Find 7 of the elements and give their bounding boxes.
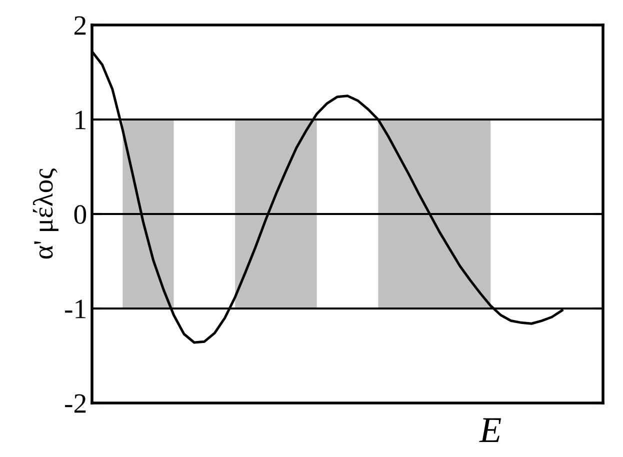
y-tick-label: -2 bbox=[65, 394, 86, 413]
y-axis-title: α' μέλος bbox=[32, 168, 58, 259]
y-tick-label: 0 bbox=[74, 205, 86, 224]
y-tick-label: 1 bbox=[76, 110, 86, 130]
x-axis-title: E bbox=[479, 418, 502, 442]
y-tick-label: 2 bbox=[74, 16, 86, 35]
y-tick-label: -1 bbox=[65, 300, 86, 318]
